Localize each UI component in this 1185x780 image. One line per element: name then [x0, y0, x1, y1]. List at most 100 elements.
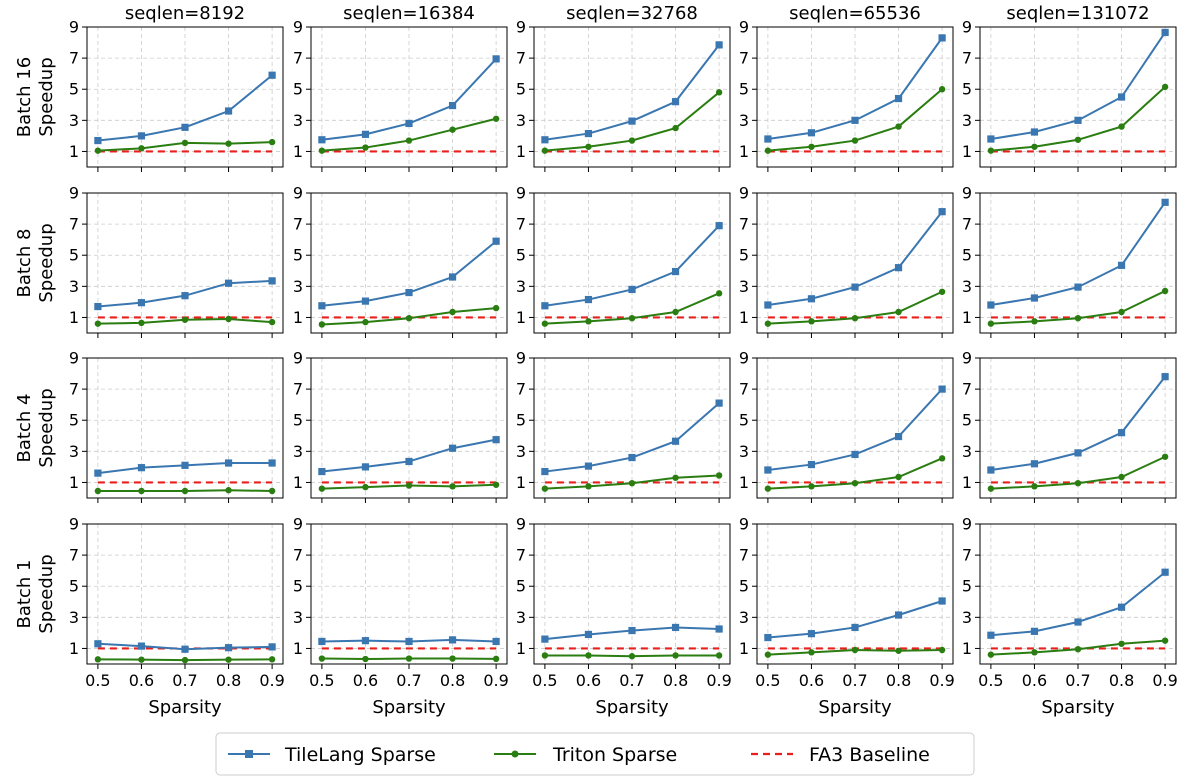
y-tick-label: 7: [69, 215, 79, 234]
tilelang-point: [94, 640, 102, 648]
triton-point: [94, 656, 102, 663]
triton-point: [1031, 143, 1038, 150]
tilelang-point: [715, 625, 723, 633]
y-tick-label: 9: [962, 18, 972, 37]
y-tick-label: 9: [962, 184, 972, 203]
triton-point: [1161, 83, 1169, 91]
triton-point: [1074, 136, 1082, 143]
triton-point: [362, 144, 369, 151]
triton-point: [672, 124, 679, 132]
tilelang-point: [894, 264, 903, 272]
y-tick-label: 5: [293, 411, 303, 430]
tilelang-point: [181, 123, 189, 131]
triton-point: [987, 320, 995, 327]
y-tick-label: 3: [739, 608, 749, 627]
panel-frame: [979, 192, 1177, 334]
triton-point: [268, 656, 276, 663]
y-tick-label: 1: [293, 639, 303, 658]
y-tick-label: 5: [962, 246, 972, 265]
y-tick-label: 1: [293, 308, 303, 327]
triton-point: [1161, 637, 1169, 644]
panel-r0-c0: 1 3 5 7 9 seqlen=8192: [69, 3, 284, 172]
x-tick-label: 0.5: [532, 671, 557, 690]
triton-point: [938, 86, 946, 93]
y-tick-label: 7: [739, 380, 749, 399]
tilelang-point: [807, 129, 816, 137]
tilelang-point: [405, 637, 413, 646]
triton-point: [585, 652, 592, 659]
tilelang-point: [268, 71, 276, 79]
triton-point: [938, 646, 946, 654]
triton-point: [808, 318, 815, 325]
tilelang-point: [1030, 627, 1039, 635]
tilelang-point: [987, 301, 995, 309]
panel-r1-c3: 1 3 5 7 9: [739, 184, 954, 338]
triton-point: [628, 137, 636, 144]
triton-point: [492, 115, 500, 122]
tilelang-point: [361, 637, 370, 645]
triton-point: [1074, 646, 1082, 653]
tilelang-point: [405, 457, 413, 466]
row-label: Batch 8: [14, 229, 35, 298]
tilelang-point: [1074, 283, 1082, 291]
y-tick-label: 5: [293, 80, 303, 99]
triton-point: [851, 137, 859, 144]
y-tick-label: 3: [293, 442, 303, 461]
triton-point: [938, 288, 946, 295]
y-tick-label: 7: [962, 380, 972, 399]
y-tick-label: 9: [69, 349, 79, 368]
y-tick-label: 1: [739, 308, 749, 327]
y-tick-label: 7: [962, 49, 972, 68]
row-label: Batch 1: [14, 560, 35, 629]
y-tick-label: 3: [69, 608, 79, 627]
tilelang-point: [492, 55, 500, 63]
tilelang-point: [448, 273, 457, 281]
tilelang-point: [448, 101, 457, 110]
triton-point: [138, 145, 145, 152]
x-axis-label: Sparsity: [818, 697, 892, 718]
tilelang-point: [94, 302, 102, 311]
y-tick-label: 3: [739, 442, 749, 461]
tilelang-point: [541, 302, 549, 310]
triton-point: [94, 487, 102, 495]
panel-frame: [533, 192, 731, 334]
y-tick-label: 3: [516, 277, 526, 296]
tilelang-point: [987, 631, 995, 639]
y-tick-label: 9: [962, 349, 972, 368]
y-tick-label: 3: [516, 608, 526, 627]
triton-point: [362, 318, 369, 326]
y-tick-label: 7: [293, 380, 303, 399]
triton-point: [987, 147, 995, 154]
triton-point: [851, 315, 859, 322]
triton-point: [672, 308, 679, 316]
triton-point: [764, 320, 772, 327]
tilelang-point: [1030, 294, 1039, 302]
y-tick-label: 5: [739, 577, 749, 596]
triton-point: [541, 485, 549, 492]
x-tick-label: 0.8: [663, 671, 688, 690]
triton-point: [987, 485, 995, 492]
panel-r2-c3: 1 3 5 7 9: [739, 349, 954, 503]
triton-point: [585, 318, 592, 325]
tilelang-point: [318, 637, 326, 646]
triton-point: [764, 651, 772, 658]
panel-frame: [756, 26, 954, 168]
triton-point: [1161, 453, 1169, 460]
row-label-speedup: Speedup: [36, 554, 57, 633]
tilelang-point: [938, 597, 946, 605]
tilelang-point: [851, 116, 859, 124]
triton-point: [1074, 480, 1082, 487]
panel-r0-c2: 1 3 5 7 9 seqlen=32768: [516, 3, 731, 172]
triton-point: [181, 656, 189, 664]
triton-point: [1074, 315, 1082, 322]
row-label-speedup: Speedup: [36, 57, 57, 136]
triton-point: [1031, 483, 1038, 490]
y-tick-label: 7: [293, 215, 303, 234]
panel-r2-c2: 1 3 5 7 9: [516, 349, 731, 503]
triton-point: [138, 487, 145, 495]
triton-point: [405, 482, 413, 489]
triton-point: [715, 89, 723, 96]
y-tick-label: 9: [293, 18, 303, 37]
triton-point: [1118, 473, 1125, 481]
y-tick-label: 1: [293, 473, 303, 492]
